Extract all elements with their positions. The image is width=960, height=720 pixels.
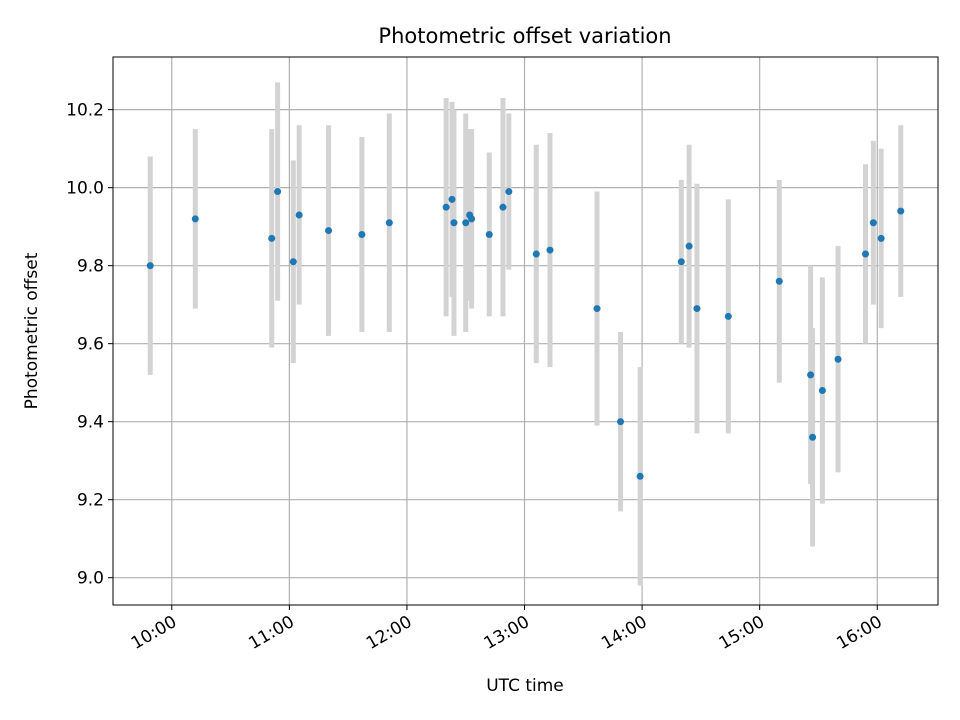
data-point (442, 203, 450, 211)
data-point (385, 219, 393, 227)
data-point (274, 188, 282, 196)
data-point (685, 242, 693, 250)
x-tick-label: 14:00 (598, 612, 650, 654)
x-tick-label: 13:00 (481, 612, 533, 654)
data-point (775, 277, 783, 285)
data-point (325, 227, 333, 235)
data-point (636, 472, 644, 480)
data-point (861, 250, 869, 258)
y-axis-label: Photometric offset (22, 252, 42, 409)
x-axis-ticks: 10:00 11:00 12:00 13:00 14:00 15:00 16:00 (128, 605, 886, 654)
data-point (499, 203, 507, 211)
y-tick-label: 9.8 (77, 257, 104, 277)
x-tick-label: 16:00 (833, 612, 885, 654)
data-point (146, 262, 154, 270)
data-points (146, 188, 905, 480)
data-point (593, 305, 601, 313)
data-point (897, 207, 905, 215)
x-tick-label: 11:00 (245, 612, 297, 654)
data-point (505, 188, 513, 196)
data-point (268, 234, 276, 242)
y-tick-label: 9.0 (77, 569, 104, 589)
x-tick-label: 12:00 (363, 612, 415, 654)
data-point (462, 219, 470, 227)
x-tick-label: 15:00 (716, 612, 768, 654)
data-point (877, 234, 885, 242)
y-tick-label: 10.2 (66, 101, 104, 121)
data-point (450, 219, 458, 227)
x-tick-label: 10:00 (128, 612, 180, 654)
data-point (809, 433, 817, 441)
data-point (724, 312, 732, 320)
data-point (818, 386, 826, 394)
data-point (289, 258, 297, 266)
data-point (448, 195, 456, 203)
data-point (807, 371, 815, 379)
y-tick-label: 9.2 (77, 491, 104, 511)
plot-frame (112, 56, 939, 606)
y-tick-label: 9.4 (77, 413, 104, 433)
data-point (677, 258, 685, 266)
data-point (617, 418, 625, 426)
y-tick-label: 10.0 (66, 179, 104, 199)
data-point (869, 219, 877, 227)
chart-title: Photometric offset variation (378, 24, 671, 48)
data-point (693, 305, 701, 313)
x-axis-label: UTC time (486, 676, 564, 696)
y-tick-label: 9.6 (77, 335, 104, 355)
data-point (834, 355, 842, 363)
error-bars (147, 82, 904, 586)
grid (113, 57, 938, 605)
data-point (468, 215, 476, 223)
y-axis-ticks: 9.0 9.2 9.4 9.6 9.8 10.0 10.2 (66, 101, 113, 589)
data-point (191, 215, 199, 223)
data-point (358, 230, 366, 238)
data-point (295, 211, 303, 219)
data-point (546, 246, 554, 254)
data-point (532, 250, 540, 258)
data-point (485, 230, 493, 238)
